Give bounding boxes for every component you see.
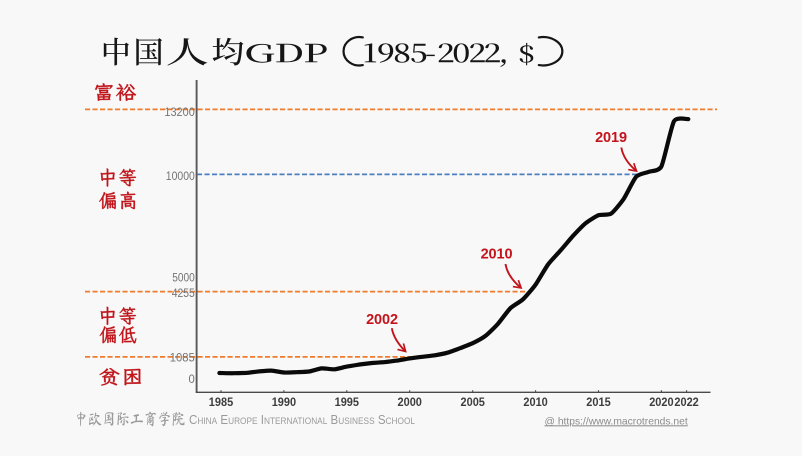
svg-text:2000: 2000 [398,395,423,409]
svg-text:2002: 2002 [366,312,398,328]
svg-text:China Europe International Bus: China Europe International Business Scho… [189,413,415,427]
svg-text:4255: 4255 [172,286,195,300]
svg-text:2019: 2019 [595,130,627,146]
svg-text:1985: 1985 [209,395,234,409]
svg-text:10000: 10000 [166,169,195,183]
svg-text:2020: 2020 [649,395,674,409]
svg-text:0: 0 [189,372,196,386]
svg-text:13200: 13200 [164,105,195,119]
svg-text:2010: 2010 [481,247,513,263]
svg-text:2022: 2022 [674,395,699,409]
svg-text:1995: 1995 [335,395,360,409]
svg-text:1990: 1990 [272,395,297,409]
svg-text:2005: 2005 [461,395,486,409]
svg-text:2010: 2010 [523,395,548,409]
svg-text:1085: 1085 [170,350,195,364]
svg-text:2015: 2015 [586,395,611,409]
svg-text:@ https://www.macrotrends.net: @ https://www.macrotrends.net [545,416,688,427]
svg-text:5000: 5000 [172,270,195,284]
